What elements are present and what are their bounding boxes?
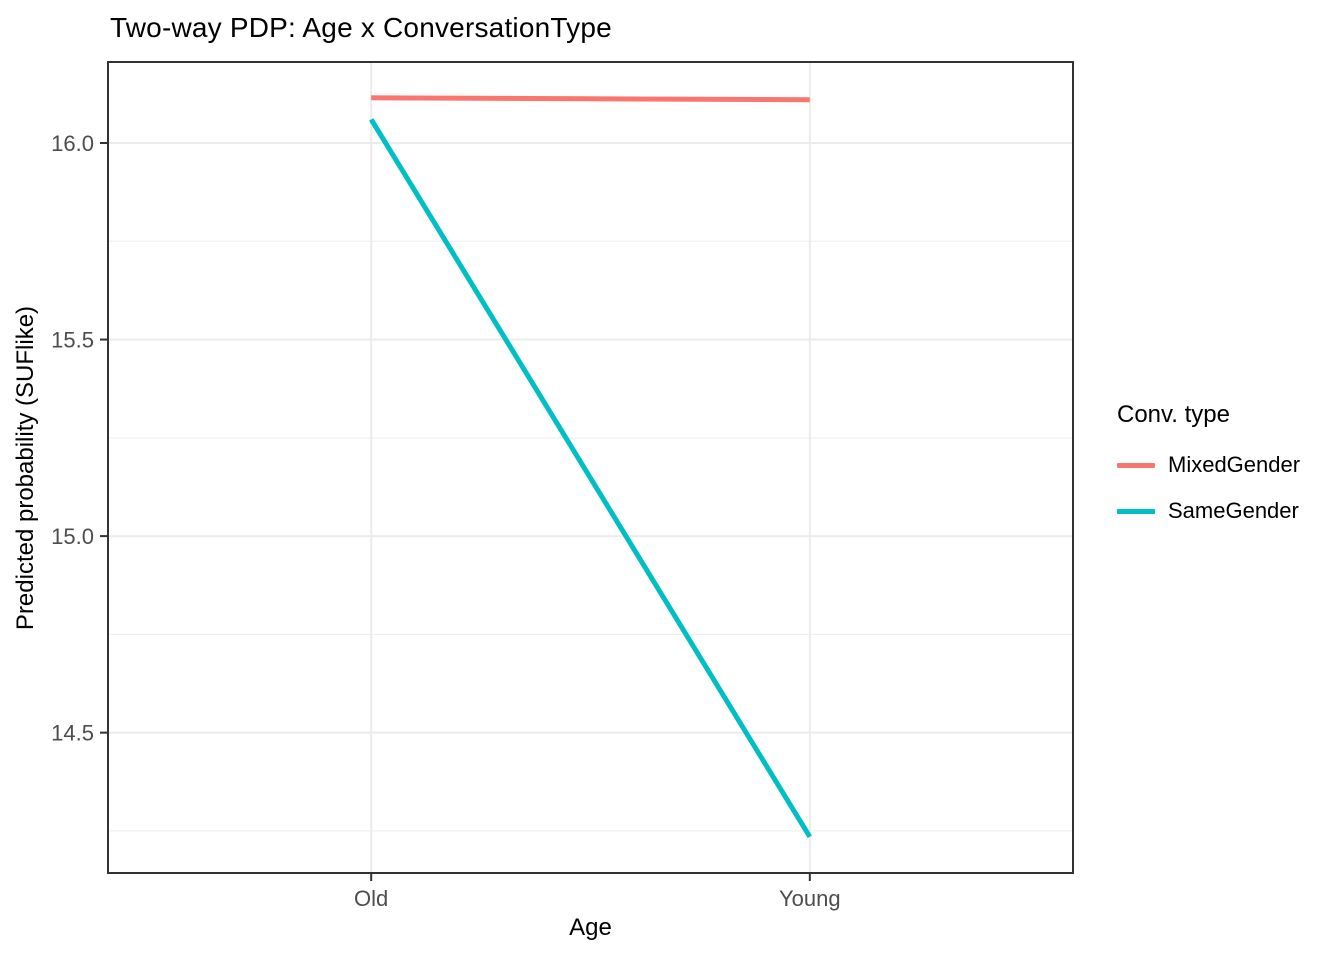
legend-title: Conv. type — [1117, 401, 1230, 428]
legend-entry-samegender: SameGender — [1117, 488, 1300, 534]
y-tick-label: 14.5 — [51, 721, 94, 746]
x-axis-title: Age — [569, 914, 612, 941]
panel-background — [108, 62, 1073, 873]
legend: Conv. type MixedGender SameGender — [1117, 400, 1300, 534]
panel-border — [107, 61, 1074, 874]
series-line-samegender — [369, 118, 812, 839]
chart-title: Two-way PDP: Age x ConversationType — [110, 12, 612, 43]
legend-line-swatch-mixedgender — [1117, 462, 1155, 468]
y-tick-label: 16.0 — [51, 131, 94, 156]
y-axis-title-container: Predicted probability (SUFlike) — [0, 62, 52, 873]
x-tick-label: Old — [354, 886, 388, 911]
y-tick-label: 15.5 — [51, 328, 94, 353]
y-tick-label: 15.0 — [51, 524, 94, 549]
legend-entry-mixedgender: MixedGender — [1117, 442, 1300, 488]
x-tick-label: Young — [779, 886, 841, 911]
legend-line-swatch-samegender — [1117, 508, 1155, 514]
y-axis-title: Predicted probability (SUFlike) — [12, 305, 39, 630]
legend-label-mixedgender: MixedGender — [1168, 452, 1301, 477]
legend-label-samegender: SameGender — [1168, 498, 1299, 523]
series-line-mixedgender — [371, 95, 810, 103]
